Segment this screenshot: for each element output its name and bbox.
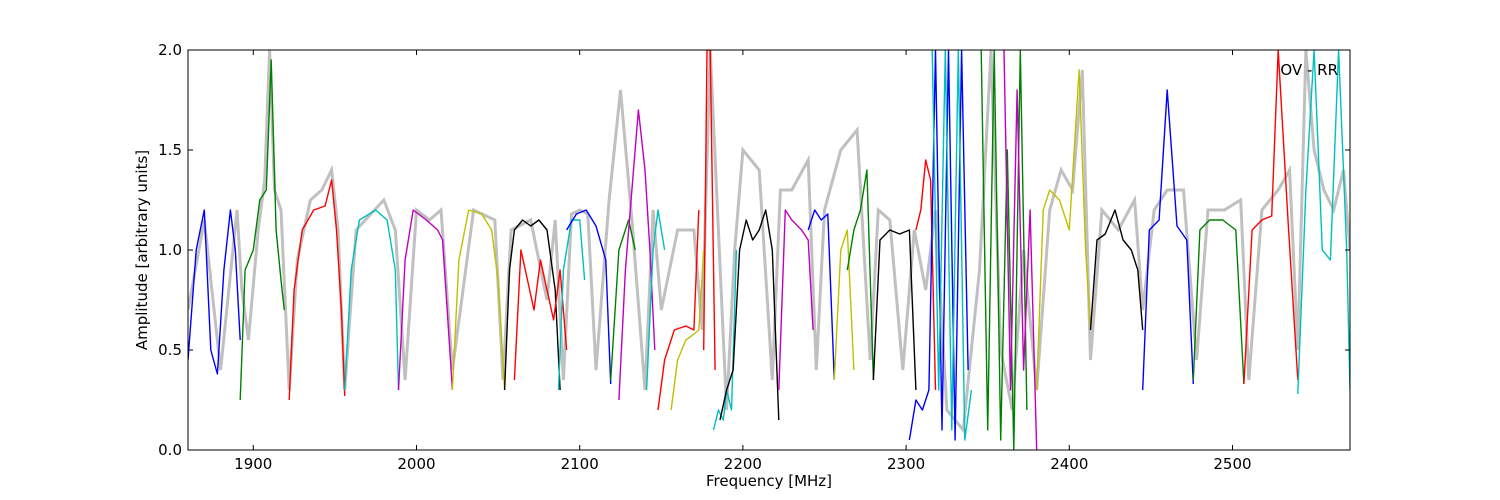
series-line-2: [239, 59, 285, 401]
series-line-12: [618, 109, 656, 401]
series-line-10: [566, 209, 612, 385]
y-tick-label: 2.0: [158, 41, 182, 59]
y-tick-label: 1.5: [158, 141, 182, 159]
series-line-30: [1089, 209, 1144, 331]
series-line-15: [670, 249, 705, 411]
series-line-33: [1243, 50, 1299, 385]
series-line-19: [778, 209, 814, 391]
x-tick-label: 2100: [561, 455, 599, 473]
chart-annotation: OV - RR: [1280, 61, 1338, 79]
series-line-7: [503, 219, 561, 391]
y-axis: 0.0 0.5 1.0 1.5 2.0: [158, 41, 1350, 459]
series-line-32: [1192, 219, 1245, 385]
series-line-27: [980, 50, 1028, 450]
series-line-18: [719, 209, 780, 421]
series-line-4: [344, 209, 400, 391]
x-tick-label: 2400: [1050, 455, 1088, 473]
x-tick-label: 2300: [887, 455, 925, 473]
series-line-8: [513, 249, 568, 381]
y-tick-label: 1.0: [158, 241, 182, 259]
series-line-34: [1297, 50, 1350, 395]
series-line-28: [1003, 50, 1038, 450]
series-line-25: [908, 50, 969, 441]
plot-area: [188, 50, 1350, 450]
series-layer: [188, 50, 1350, 450]
series-line-22: [846, 169, 875, 381]
y-tick-label: 0.5: [158, 341, 182, 359]
series-line-21: [833, 229, 855, 381]
series-line-16: [703, 50, 716, 371]
series-line-3: [288, 179, 346, 401]
series-line-5: [397, 209, 454, 391]
series-line-9: [557, 219, 586, 391]
series-line-29: [1036, 69, 1092, 391]
y-tick-label: 0.0: [158, 441, 182, 459]
series-line-26: [931, 50, 973, 441]
series-line-23: [872, 229, 917, 391]
y-axis-label: Amplitude [arbitrary units]: [133, 150, 151, 350]
x-tick-label: 2000: [397, 455, 435, 473]
series-line-11: [610, 219, 636, 381]
series-line-13: [645, 209, 666, 391]
x-tick-label: 1900: [234, 455, 272, 473]
series-line-17: [712, 249, 738, 431]
x-axis: 1900 2000 2100 2200 2300 2400 2500: [234, 50, 1252, 473]
series-line-20: [807, 209, 835, 381]
series-line-31: [1142, 89, 1194, 391]
x-tick-label: 2200: [724, 455, 762, 473]
x-tick-label: 2500: [1213, 455, 1251, 473]
series-line-14: [657, 209, 700, 411]
series-line-6: [451, 209, 506, 391]
series-line-1: [188, 209, 241, 375]
x-axis-label: Frequency [MHz]: [706, 472, 832, 490]
